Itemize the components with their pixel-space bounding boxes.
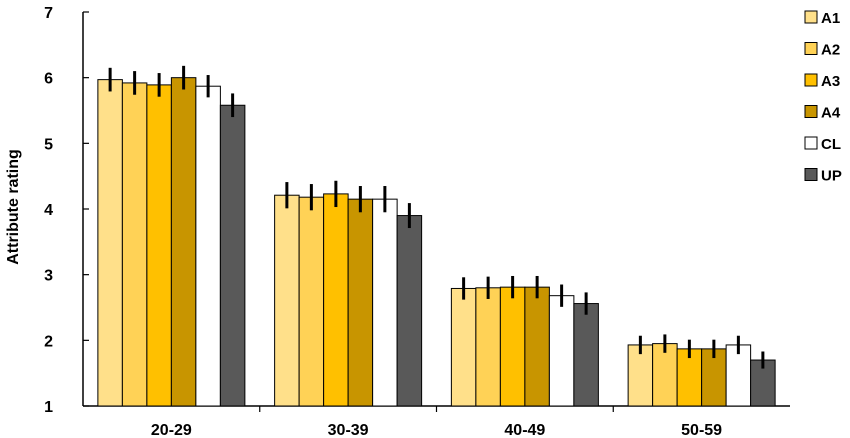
- bar-a3-30-39: [323, 193, 349, 407]
- bar-a3-50-59: [676, 348, 703, 407]
- bar-a2-30-39: [298, 196, 325, 407]
- bar-a1-30-39: [274, 194, 300, 407]
- bars: [97, 77, 776, 407]
- y-tick-label: 1: [44, 399, 53, 416]
- bar-cl-50-59: [725, 344, 752, 407]
- x-category-label: 30-39: [328, 422, 369, 438]
- y-tick-label: 2: [44, 333, 53, 350]
- legend-label-a4: A4: [821, 105, 841, 122]
- legend-swatch-a2: [804, 42, 818, 55]
- y-axis-title: Attribute rating: [5, 149, 22, 265]
- legend-label-a3: A3: [821, 73, 840, 90]
- legend-swatch-cl: [804, 136, 818, 150]
- bar-a1-40-49: [450, 287, 477, 407]
- category-labels: 20-29 30-39 40-49 50-59: [151, 422, 722, 438]
- bar-cl-40-49: [548, 295, 575, 407]
- legend: A1 A2 A3 A4 CL UP: [804, 10, 842, 185]
- x-category-label: 20-29: [151, 422, 192, 438]
- bar-cl-20-29: [195, 85, 221, 407]
- legend-label-up: UP: [821, 168, 842, 185]
- x-category-label: 40-49: [504, 422, 545, 438]
- bar-a3-20-29: [146, 84, 172, 407]
- legend-label-a1: A1: [821, 10, 840, 27]
- bar-up-20-29: [219, 104, 246, 407]
- legend-label-cl: CL: [821, 136, 841, 153]
- y-tick-label: 5: [44, 136, 53, 153]
- bar-a3-40-49: [499, 286, 526, 407]
- legend-label-a2: A2: [821, 42, 840, 59]
- y-tick-label: 4: [44, 202, 53, 219]
- error-bars: [108, 65, 765, 369]
- bar-a4-40-49: [524, 286, 550, 407]
- y-tick-label: 3: [44, 268, 53, 285]
- bar-cl-30-39: [372, 198, 398, 407]
- legend-swatch-a1: [804, 10, 818, 24]
- bar-a2-50-59: [652, 343, 678, 407]
- bar-a2-20-29: [121, 82, 148, 407]
- legend-swatch-a3: [804, 73, 818, 87]
- bar-a4-20-29: [170, 77, 197, 407]
- bar-up-40-49: [573, 303, 599, 407]
- bar-up-30-39: [396, 215, 423, 407]
- y-tick-label: 6: [44, 71, 53, 88]
- bar-a4-30-39: [347, 198, 374, 407]
- bar-a4-50-59: [701, 348, 727, 407]
- bar-a2-40-49: [475, 287, 501, 407]
- y-tick-label: 7: [44, 5, 53, 22]
- x-category-label: 50-59: [681, 422, 722, 438]
- bar-a1-20-29: [97, 79, 123, 407]
- legend-swatch-a4: [804, 105, 818, 118]
- legend-swatch-up: [804, 168, 818, 181]
